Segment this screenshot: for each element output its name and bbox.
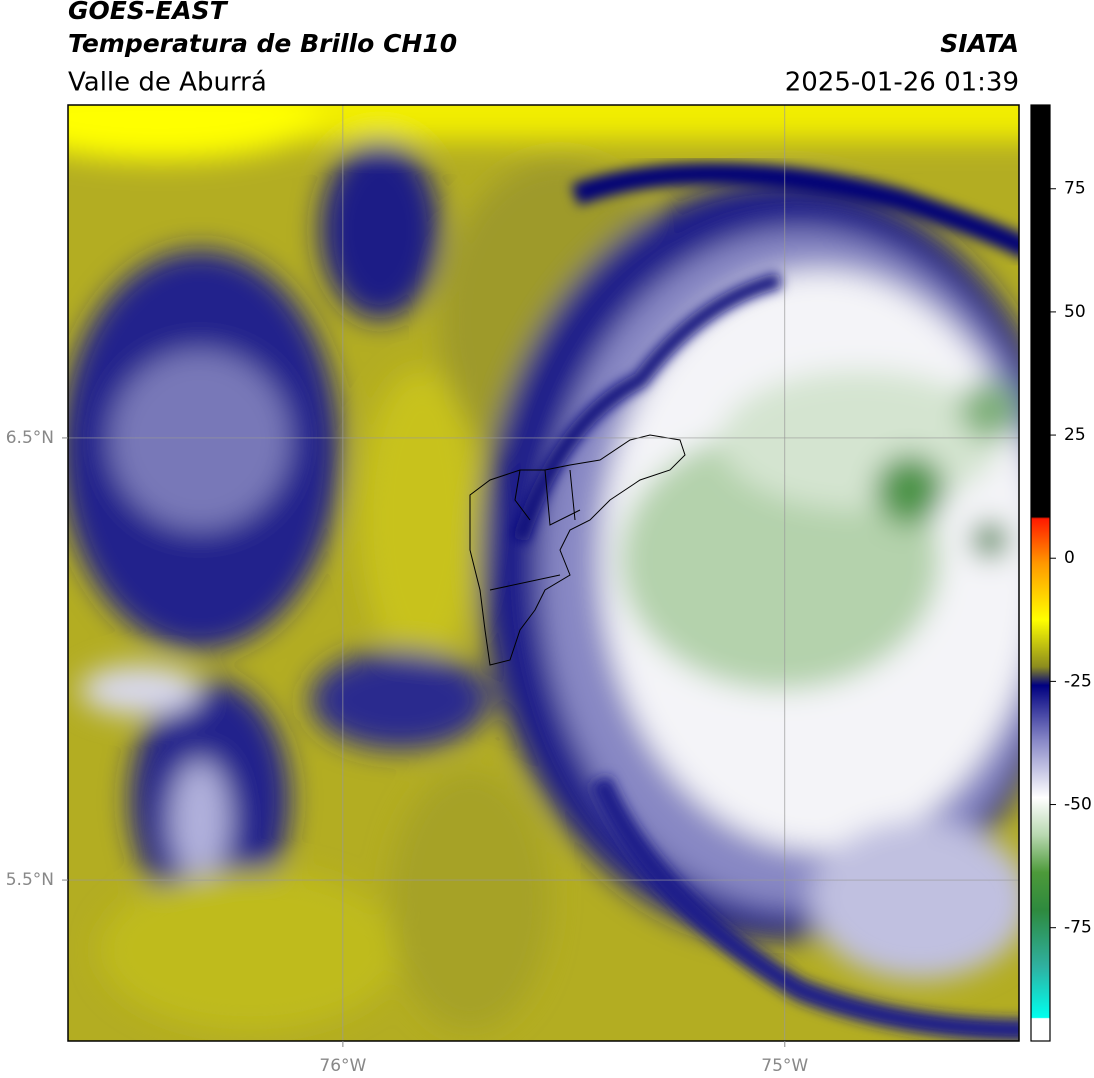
- colorbar: [1030, 104, 1051, 1042]
- region: Valle de Aburrá: [68, 68, 267, 98]
- map-frame: [67, 104, 1020, 1042]
- colorbar-tick-label: 50: [1064, 302, 1086, 322]
- colorbar-tick-label: 25: [1064, 425, 1086, 445]
- title: Temperatura de Brillo CH10: [68, 29, 457, 58]
- satellite: GOES-EAST: [68, 0, 229, 25]
- fields: [68, 105, 1019, 1030]
- x-tick-label: 75°W: [761, 1056, 808, 1076]
- colorbar-tick-label: 0: [1064, 548, 1075, 568]
- municipal-borders: [469, 434, 686, 666]
- source: SIATA: [940, 29, 1019, 58]
- colorbar-tick-label: 75: [1064, 179, 1086, 199]
- y-tick-label: 5.5°N: [6, 870, 54, 890]
- x-tick-label: 76°W: [319, 1056, 366, 1076]
- colorbar-tick-label: -75: [1064, 918, 1092, 938]
- colorbar-tick-label: -50: [1064, 795, 1092, 815]
- map-image: [68, 105, 1019, 1041]
- y-tick-label: 6.5°N: [6, 428, 54, 448]
- datetime: 2025-01-26 01:39: [785, 68, 1019, 98]
- colorbar-tick-label: -25: [1064, 671, 1092, 691]
